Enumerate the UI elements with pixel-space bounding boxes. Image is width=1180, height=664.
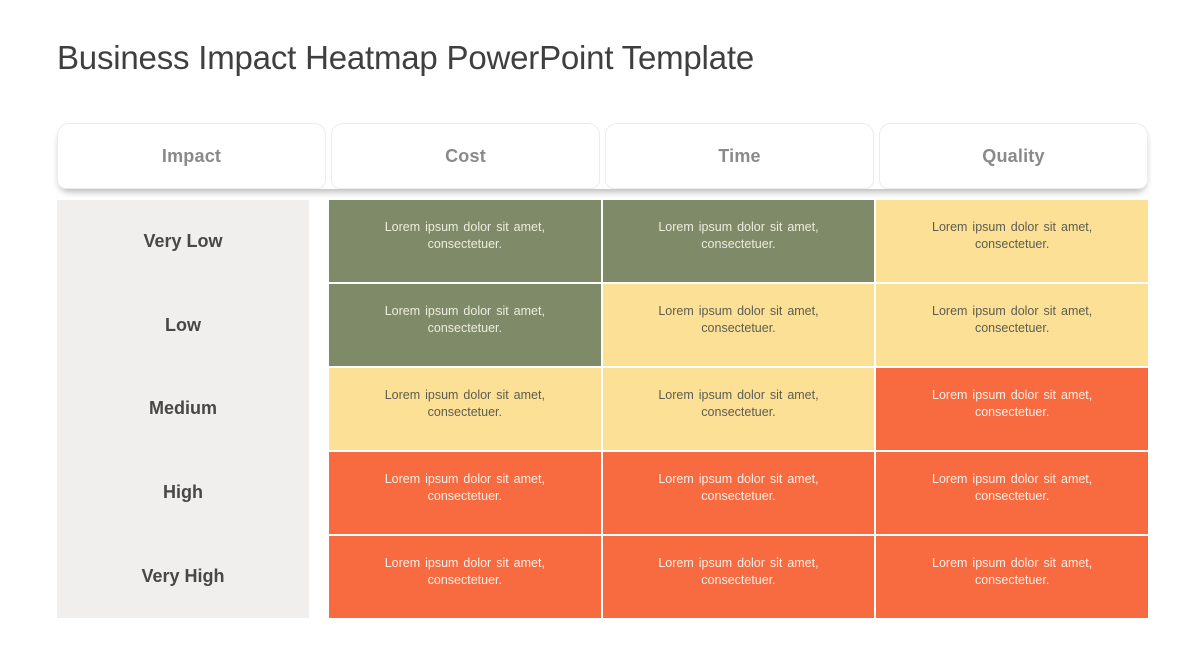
- heatmap-cell-veryhigh-time: Lorem ipsum dolor sit amet, consectetuer…: [602, 536, 875, 618]
- cell-text: Lorem ipsum dolor sit amet, consectetuer…: [384, 220, 545, 251]
- heatmap-cell-high-quality: Lorem ipsum dolor sit amet, consectetuer…: [876, 452, 1148, 534]
- cell-text: Lorem ipsum dolor sit amet, consectetuer…: [384, 556, 545, 587]
- heatmap-cell-high-time: Lorem ipsum dolor sit amet, consectetuer…: [602, 452, 875, 534]
- heatmap-cell-medium-quality: Lorem ipsum dolor sit amet, consectetuer…: [876, 368, 1148, 450]
- cell-text: Lorem ipsum dolor sit amet, consectetuer…: [384, 472, 545, 503]
- row-label-medium: Medium: [148, 398, 217, 419]
- heatmap-cell-medium-time: Lorem ipsum dolor sit amet, consectetuer…: [602, 368, 875, 450]
- column-header-quality: Quality: [879, 123, 1148, 189]
- heatmap-cell-low-time: Lorem ipsum dolor sit amet, consectetuer…: [602, 284, 875, 366]
- heatmap-cell-low-quality: Lorem ipsum dolor sit amet, consectetuer…: [876, 284, 1148, 366]
- heatmap-cell-verylow-quality: Lorem ipsum dolor sit amet, consectetuer…: [876, 200, 1148, 282]
- column-header-cost: Cost: [331, 123, 600, 189]
- heatmap-cells-grid: Lorem ipsum dolor sit amet, consectetuer…: [329, 200, 1148, 618]
- heatmap-body: Very Low Low Medium High Very High Lorem…: [57, 200, 1148, 618]
- cell-text: Lorem ipsum dolor sit amet, consectetuer…: [384, 304, 545, 335]
- row-label-very-high: Very High: [141, 565, 225, 586]
- cell-text: Lorem ipsum dolor sit amet, consectetuer…: [932, 388, 1093, 419]
- heatmap-cell-high-cost: Lorem ipsum dolor sit amet, consectetuer…: [329, 452, 601, 534]
- column-header-impact: Impact: [57, 123, 326, 189]
- cell-text: Lorem ipsum dolor sit amet, consectetuer…: [932, 220, 1093, 251]
- heatmap-cell-low-cost: Lorem ipsum dolor sit amet, consectetuer…: [329, 284, 601, 366]
- cell-text: Lorem ipsum dolor sit amet, consectetuer…: [932, 472, 1093, 503]
- cell-text: Lorem ipsum dolor sit amet, consectetuer…: [658, 472, 819, 503]
- cell-text: Lorem ipsum dolor sit amet, consectetuer…: [658, 556, 819, 587]
- heatmap-cell-verylow-cost: Lorem ipsum dolor sit amet, consectetuer…: [329, 200, 601, 282]
- cell-text: Lorem ipsum dolor sit amet, consectetuer…: [932, 556, 1093, 587]
- page-title: Business Impact Heatmap PowerPoint Templ…: [57, 39, 754, 76]
- row-label-very-low: Very Low: [143, 231, 223, 252]
- heatmap-table: Impact Cost Time Quality Very Low Low Me…: [57, 123, 1148, 618]
- column-header-time: Time: [605, 123, 874, 189]
- cell-text: Lorem ipsum dolor sit amet, consectetuer…: [658, 304, 819, 335]
- cell-text: Lorem ipsum dolor sit amet, consectetuer…: [658, 388, 819, 419]
- cell-text: Lorem ipsum dolor sit amet, consectetuer…: [658, 220, 819, 251]
- row-label-low: Low: [165, 314, 201, 335]
- cell-text: Lorem ipsum dolor sit amet, consectetuer…: [932, 304, 1093, 335]
- heatmap-cell-verylow-time: Lorem ipsum dolor sit amet, consectetuer…: [602, 200, 875, 282]
- row-label-high: High: [163, 482, 203, 503]
- column-gap: [309, 200, 329, 618]
- cell-text: Lorem ipsum dolor sit amet, consectetuer…: [384, 388, 545, 419]
- heatmap-cell-veryhigh-cost: Lorem ipsum dolor sit amet, consectetuer…: [329, 536, 601, 618]
- impact-label-column: Very Low Low Medium High Very High: [57, 200, 309, 618]
- heatmap-header-row: Impact Cost Time Quality: [57, 123, 1148, 189]
- heatmap-cell-medium-cost: Lorem ipsum dolor sit amet, consectetuer…: [329, 368, 601, 450]
- heatmap-cell-veryhigh-quality: Lorem ipsum dolor sit amet, consectetuer…: [876, 536, 1148, 618]
